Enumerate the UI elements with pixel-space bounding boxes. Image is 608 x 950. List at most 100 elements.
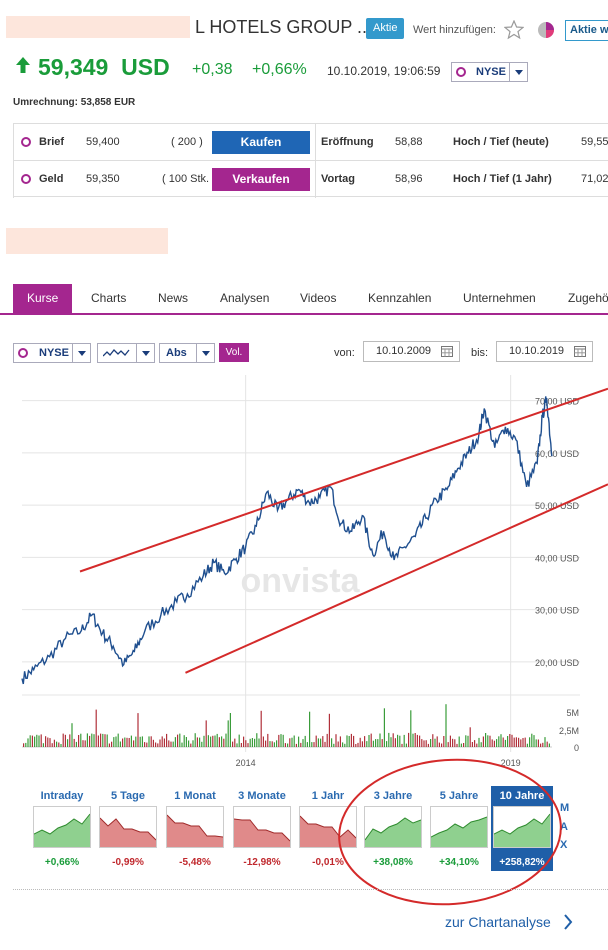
volume-bar bbox=[188, 740, 190, 747]
from-date-field[interactable]: 10.10.2009 bbox=[363, 341, 460, 362]
sparkline-svg bbox=[430, 816, 488, 847]
volume-bar bbox=[172, 741, 174, 747]
volume-bar bbox=[91, 733, 93, 747]
chart-exchange-select[interactable]: NYSE bbox=[13, 343, 91, 363]
period-tile-sparkline[interactable] bbox=[166, 806, 224, 848]
quote-table: Brief 59,400 ( 200 ) Kaufen Eröffnung 58… bbox=[13, 123, 608, 198]
volume-bar bbox=[392, 733, 394, 747]
y-tick-label: 40,00 USD bbox=[535, 553, 580, 563]
volume-bar bbox=[56, 741, 58, 747]
side-letter-m: M bbox=[560, 802, 570, 814]
period-tile-label[interactable]: 5 Jahre bbox=[439, 790, 479, 802]
sell-button[interactable]: Verkaufen bbox=[212, 168, 310, 191]
aktie-watch-button[interactable]: Aktie w bbox=[565, 20, 608, 41]
volume-bar bbox=[192, 740, 194, 747]
currency-conversion: Umrechnung: 53,858 EUR bbox=[13, 97, 136, 108]
scale-select-value: Abs bbox=[166, 347, 187, 359]
star-icon[interactable] bbox=[504, 20, 524, 40]
volume-bar bbox=[482, 736, 484, 747]
tab-unternehmen[interactable]: Unternehmen bbox=[463, 291, 536, 305]
portfolio-pie-icon[interactable] bbox=[537, 21, 555, 39]
volume-bar bbox=[342, 742, 344, 747]
period-tile-label[interactable]: 10 Jahre bbox=[499, 790, 545, 802]
tab-zugehoerige[interactable]: Zugehö bbox=[568, 291, 608, 305]
volume-bar bbox=[434, 738, 436, 747]
volume-bar bbox=[111, 741, 113, 747]
geld-dot-icon bbox=[21, 174, 31, 184]
period-tile-label[interactable]: 1 Jahr bbox=[311, 790, 345, 802]
open-label: Eröffnung bbox=[321, 136, 374, 148]
volume-bar bbox=[210, 736, 212, 747]
tab-videos[interactable]: Videos bbox=[300, 291, 337, 305]
period-tile-label[interactable]: Intraday bbox=[40, 790, 84, 802]
period-tile-sparkline[interactable] bbox=[430, 806, 488, 848]
buy-button[interactable]: Kaufen bbox=[212, 131, 310, 154]
volume-bar bbox=[100, 733, 102, 747]
high-low-year-label: Hoch / Tief (1 Jahr) bbox=[453, 173, 552, 185]
x-tick-label: 2019 bbox=[501, 758, 521, 768]
period-tile-sparkline[interactable] bbox=[33, 806, 91, 848]
period-tile-sparkline[interactable] bbox=[99, 806, 157, 848]
volume-bar bbox=[150, 736, 152, 747]
volume-bar bbox=[410, 710, 412, 747]
main-tabs: Kurse Charts News Analysen Videos Kennza… bbox=[0, 284, 608, 315]
period-tile-change: -0,01% bbox=[312, 857, 344, 868]
volume-bar bbox=[130, 735, 132, 747]
volume-bar bbox=[190, 743, 192, 747]
period-tile-label[interactable]: 1 Monat bbox=[174, 790, 216, 802]
tab-kurse[interactable]: Kurse bbox=[13, 284, 73, 313]
volume-bar bbox=[467, 735, 469, 747]
volume-bar bbox=[531, 733, 533, 747]
volume-bar bbox=[51, 743, 53, 747]
volume-bar bbox=[447, 742, 449, 747]
volume-bar bbox=[106, 734, 108, 747]
volume-bar bbox=[355, 744, 357, 747]
volume-bar bbox=[273, 742, 275, 747]
volume-bar bbox=[478, 737, 480, 747]
to-date-field[interactable]: 10.10.2019 bbox=[496, 341, 593, 362]
volume-bar bbox=[245, 740, 247, 747]
tab-charts[interactable]: Charts bbox=[91, 291, 127, 305]
volume-toggle-button[interactable]: Vol. bbox=[219, 343, 249, 362]
period-tile-label[interactable]: 3 Monate bbox=[238, 790, 286, 802]
chart-type-select[interactable] bbox=[97, 343, 155, 363]
calendar-icon[interactable] bbox=[574, 346, 586, 357]
chart-analysis-link[interactable]: zur Chartanalyse bbox=[445, 914, 573, 930]
volume-bars bbox=[23, 704, 550, 747]
volume-bar bbox=[377, 739, 379, 747]
volume-bar bbox=[117, 733, 119, 747]
volume-bar bbox=[157, 743, 159, 747]
volume-bar bbox=[533, 735, 535, 747]
calendar-icon[interactable] bbox=[441, 346, 453, 357]
volume-bar bbox=[313, 742, 315, 747]
scale-select[interactable]: Abs bbox=[159, 343, 215, 363]
period-tile-sparkline[interactable] bbox=[299, 806, 357, 848]
volume-bar bbox=[23, 743, 25, 747]
volume-bar bbox=[320, 738, 322, 747]
exchange-select[interactable]: NYSE bbox=[451, 62, 528, 82]
period-tile-sparkline[interactable] bbox=[493, 806, 551, 848]
volume-bar bbox=[469, 727, 471, 747]
volume-bar bbox=[485, 733, 487, 747]
tab-news[interactable]: News bbox=[158, 291, 189, 305]
volume-bar bbox=[254, 738, 256, 747]
volume-bar bbox=[82, 740, 84, 747]
volume-bar bbox=[260, 710, 262, 747]
period-tile-sparkline[interactable] bbox=[233, 806, 291, 848]
volume-bar bbox=[386, 741, 388, 747]
volume-bar bbox=[256, 733, 258, 747]
volume-bar bbox=[276, 740, 278, 747]
period-tile-label[interactable]: 3 Jahre bbox=[373, 790, 413, 802]
to-label: bis: bbox=[471, 347, 489, 359]
side-letter-x: X bbox=[560, 839, 568, 851]
chevron-right-icon bbox=[563, 914, 573, 930]
volume-bar bbox=[300, 742, 302, 747]
tab-analysen[interactable]: Analysen bbox=[220, 291, 270, 305]
period-tile-sparkline[interactable] bbox=[364, 806, 422, 848]
sparkline-svg bbox=[99, 817, 157, 847]
tab-kennzahlen[interactable]: Kennzahlen bbox=[368, 291, 432, 305]
volume-bar bbox=[311, 742, 313, 747]
period-tile-label[interactable]: 5 Tage bbox=[110, 790, 146, 802]
sparkline-svg bbox=[299, 815, 357, 847]
